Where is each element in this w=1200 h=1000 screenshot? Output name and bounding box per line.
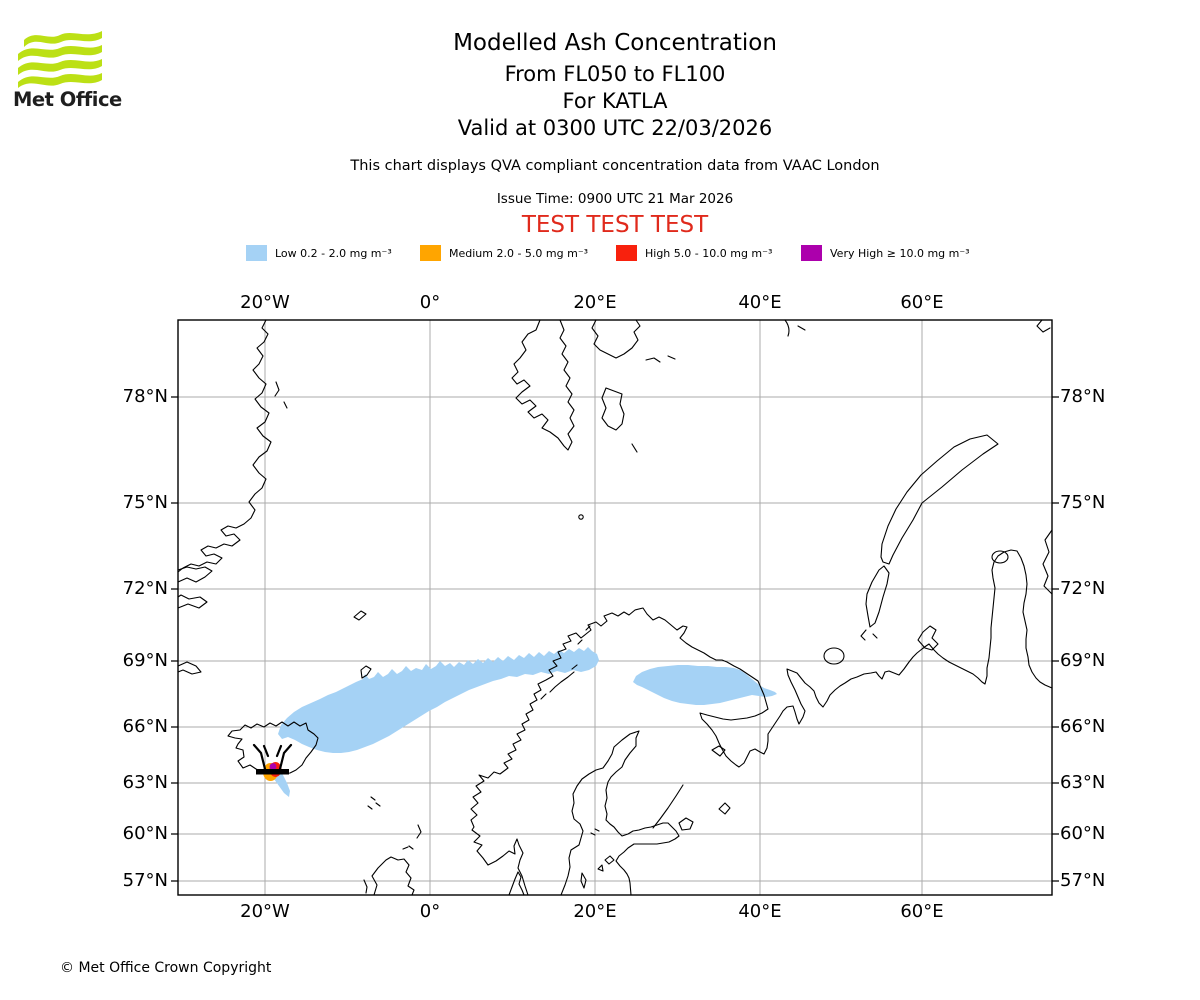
legend-swatch-low <box>246 245 267 261</box>
lake-vygozero <box>711 745 726 757</box>
coast-greenland-fjord-1 <box>177 566 213 583</box>
spitsbergen <box>511 319 575 451</box>
coast-denmark <box>508 871 525 896</box>
vaygach <box>917 625 939 651</box>
lofoten-islands <box>540 625 591 700</box>
kara-coast-nub <box>1042 529 1053 595</box>
map-frame <box>171 319 1059 896</box>
lat-tick-left-69n: 69°N <box>122 650 168 671</box>
coastlines <box>177 319 1053 896</box>
legend-label-medium: Medium 2.0 - 5.0 mg m⁻³ <box>449 246 589 260</box>
lon-tick-top-40e: 40°E <box>738 292 782 313</box>
coast-baltic <box>560 730 680 896</box>
legend-item-low: Low 0.2 - 2.0 mg m⁻³ <box>246 243 392 263</box>
lat-tick-right-63n: 63°N <box>1060 772 1106 793</box>
map-svg <box>171 319 1059 896</box>
bely-island <box>991 550 1009 564</box>
lat-tick-left-75n: 75°N <box>122 492 168 513</box>
graticule-grid <box>178 320 1052 895</box>
flight-level-subtitle: From FL050 to FL100 <box>504 62 726 86</box>
volcano-subtitle: For KATLA <box>562 89 668 113</box>
volcano-icon <box>252 743 293 775</box>
copyright-notice: © Met Office Crown Copyright <box>60 960 272 976</box>
coast-greenland-fjord-2 <box>177 594 208 609</box>
aland-gotland <box>580 828 600 889</box>
legend-label-low: Low 0.2 - 2.0 mg m⁻³ <box>275 246 392 260</box>
lat-tick-left-66n: 66°N <box>122 716 168 737</box>
lat-tick-left-63n: 63°N <box>122 772 168 793</box>
lat-tick-right-72n: 72°N <box>1060 578 1106 599</box>
coast-scotland <box>371 856 415 896</box>
lat-tick-right-69n: 69°N <box>1060 650 1106 671</box>
nordaustlandet <box>591 319 641 359</box>
lat-tick-left-60n: 60°N <box>122 823 168 844</box>
coast-scandinavia-mainland <box>470 549 1053 896</box>
lon-tick-top-20e: 20°E <box>573 292 617 313</box>
met-office-waves-icon <box>18 31 102 88</box>
coast-iceland <box>227 721 319 775</box>
lake-chain <box>652 784 684 829</box>
legend-label-high: High 5.0 - 10.0 mg m⁻³ <box>645 246 773 260</box>
lat-tick-left-78n: 78°N <box>122 386 168 407</box>
jan-mayen <box>353 610 367 621</box>
legend-item-medium: Medium 2.0 - 5.0 mg m⁻³ <box>420 243 588 263</box>
lake-onega <box>718 802 731 815</box>
legend-swatch-medium <box>420 245 441 261</box>
estonia-islands <box>597 855 615 872</box>
lon-tick-top-60e: 60°E <box>900 292 944 313</box>
lon-tick-top-20w: 20°W <box>240 292 290 313</box>
orkney <box>402 845 414 850</box>
small-islet-ne-iceland <box>360 665 372 679</box>
legend-item-high: High 5.0 - 10.0 mg m⁻³ <box>616 243 772 263</box>
lat-tick-right-78n: 78°N <box>1060 386 1106 407</box>
lon-tick-bottom-40e: 40°E <box>738 901 782 922</box>
hebrides <box>363 879 368 894</box>
legend-item-very-high: Very High ≥ 10.0 mg m⁻³ <box>801 243 970 263</box>
map-canvas <box>171 319 1059 896</box>
page-title: Modelled Ash Concentration <box>453 30 777 56</box>
legend-swatch-very-high <box>801 245 822 261</box>
lat-tick-right-75n: 75°N <box>1060 492 1106 513</box>
valid-time-subtitle: Valid at 0300 UTC 22/03/2026 <box>457 116 773 140</box>
legend-swatch-high <box>616 245 637 261</box>
edgeoya <box>601 387 625 431</box>
met-office-logotype: Met Office <box>13 88 122 111</box>
kolguyev-island <box>823 647 845 665</box>
lon-tick-top-0: 0° <box>419 292 441 313</box>
test-banner: TEST TEST TEST <box>521 212 709 238</box>
bear-island <box>578 514 584 520</box>
main-plume-low-polygon <box>278 647 599 753</box>
qva-description: This chart displays QVA compliant concen… <box>350 158 880 174</box>
lon-tick-bottom-20e: 20°E <box>573 901 617 922</box>
coast-greenland <box>177 319 272 573</box>
legend-label-very-high: Very High ≥ 10.0 mg m⁻³ <box>830 246 970 260</box>
ash-plume-low <box>270 647 777 797</box>
east-lobe-low-polygon <box>633 665 777 705</box>
shetland <box>416 824 422 839</box>
lat-tick-right-57n: 57°N <box>1060 870 1106 891</box>
lake-ladoga <box>678 817 694 831</box>
coast-greenland-hook <box>177 661 202 675</box>
nz-south-islets <box>860 629 878 641</box>
kvitoya-islets <box>645 355 676 363</box>
lon-tick-bottom-20w: 20°W <box>240 901 290 922</box>
met-office-logo <box>14 28 106 116</box>
lat-tick-left-72n: 72°N <box>122 578 168 599</box>
issue-time: Issue Time: 0900 UTC 21 Mar 2026 <box>496 191 734 207</box>
greenland-islets <box>274 381 288 409</box>
source-very-high-dot <box>269 763 277 770</box>
lon-tick-bottom-60e: 60°E <box>900 901 944 922</box>
fjl-fragments <box>784 319 1051 337</box>
novaya-zemlya-south <box>865 565 890 628</box>
novaya-zemlya-north <box>880 434 999 565</box>
lat-tick-right-60n: 60°N <box>1060 823 1106 844</box>
lat-tick-right-66n: 66°N <box>1060 716 1106 737</box>
lon-tick-bottom-0: 0° <box>419 901 441 922</box>
faroe-islands <box>367 796 381 810</box>
hopen <box>631 443 638 453</box>
lat-tick-left-57n: 57°N <box>122 870 168 891</box>
